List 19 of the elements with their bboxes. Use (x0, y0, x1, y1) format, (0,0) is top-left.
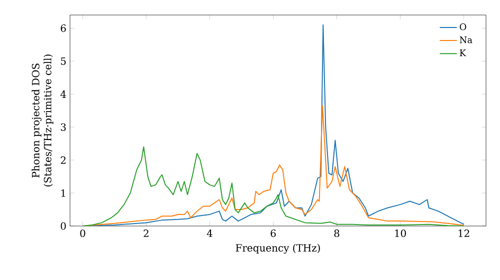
y-tick-label: 6 (60, 24, 66, 32)
y-tick-label: 3 (60, 123, 66, 131)
x-tick-label: 6 (270, 230, 276, 238)
y-tick-label: 2 (60, 156, 66, 164)
x-axis-title: Frequency (THz) (236, 244, 320, 254)
y-axis-title: Phonon projected DOS (States/THz·primitive cell) (32, 54, 54, 186)
legend-label: Na (460, 36, 472, 44)
x-tick-label: 0 (80, 230, 86, 238)
legend-label: K (460, 50, 466, 56)
y-tick-label: 5 (60, 57, 66, 65)
x-tick-label: 10 (395, 230, 406, 238)
y-tick-label: 1 (61, 189, 66, 197)
legend-label: O (460, 23, 466, 30)
x-tick-label: 2 (144, 230, 148, 237)
x-tick-label: 4 (206, 230, 212, 237)
x-tick-label: 12 (458, 230, 470, 237)
y-tick-label: 0 (60, 222, 66, 230)
x-tick-label: 8 (334, 230, 340, 238)
y-tick-label: 4 (60, 90, 66, 98)
